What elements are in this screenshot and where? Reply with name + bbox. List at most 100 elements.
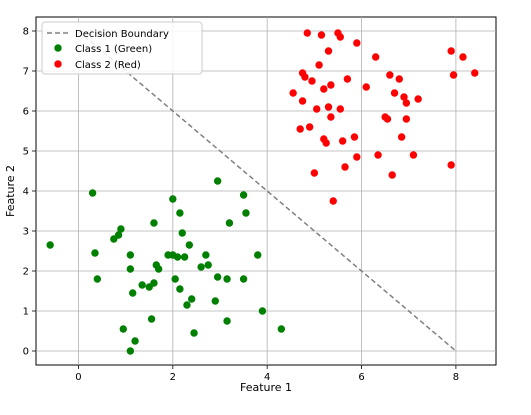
data-points-layer <box>46 29 479 355</box>
class-2-point <box>296 125 304 133</box>
class-1-point <box>138 281 146 289</box>
class-1-point <box>171 275 179 283</box>
class-1-point <box>187 295 196 303</box>
class-2-point <box>310 169 319 177</box>
class-2-point <box>409 151 418 159</box>
class-2-point <box>301 73 309 81</box>
y-tick-label: 4 <box>23 187 29 198</box>
class-2-point <box>320 85 328 93</box>
class-2-point <box>341 163 349 171</box>
class-1-point <box>213 177 222 185</box>
class-2-point <box>327 113 335 121</box>
class-2-point <box>447 161 455 169</box>
class-1-point <box>258 307 267 315</box>
x-tick-label: 8 <box>453 372 459 383</box>
class-2-point <box>371 53 380 61</box>
class-2-point <box>298 97 307 105</box>
class-2-point <box>383 115 392 123</box>
x-tick-label: 0 <box>75 372 81 383</box>
class-1-point <box>190 329 198 337</box>
legend-class-1-swatch <box>54 44 62 52</box>
class-1-point <box>46 241 54 249</box>
legend-box <box>41 21 203 75</box>
class-1-point <box>129 289 137 297</box>
class-2-point <box>336 105 345 113</box>
y-tick-label: 3 <box>23 227 29 238</box>
class-2-point <box>362 83 370 91</box>
class-1-point <box>91 249 99 257</box>
y-tick-label: 1 <box>23 307 29 318</box>
class-1-point <box>178 229 186 237</box>
class-2-point <box>327 81 335 89</box>
class-2-point <box>386 71 394 79</box>
y-tick-label: 8 <box>23 27 29 38</box>
decision-boundary-layer <box>77 30 457 352</box>
class-2-point <box>374 151 382 159</box>
class-1-point <box>169 195 177 203</box>
x-tick-label: 2 <box>170 372 176 383</box>
class-1-point <box>254 251 262 259</box>
class-1-point <box>197 263 205 271</box>
class-2-point <box>449 71 458 79</box>
class-2-point <box>313 105 321 113</box>
class-2-point <box>343 75 352 83</box>
class-1-point <box>147 315 156 323</box>
class-1-point <box>176 209 184 217</box>
y-tick-label: 7 <box>23 67 29 78</box>
class-1-point <box>213 273 222 281</box>
class-1-point <box>277 325 286 333</box>
class-2-point <box>303 29 311 37</box>
class-1-point <box>131 337 139 345</box>
class-2-point <box>395 75 403 83</box>
class-2-point <box>336 33 345 41</box>
class-1-point <box>202 251 210 259</box>
class-1-point <box>88 189 97 197</box>
legend-class-2-swatch <box>54 60 62 68</box>
class-2-point <box>471 69 479 77</box>
class-2-point <box>289 89 297 97</box>
legend-class-1-label: Class 1 (Green) <box>75 44 152 55</box>
class-2-point <box>324 103 333 111</box>
y-tick-label: 6 <box>23 107 29 118</box>
class-2-point <box>338 137 347 145</box>
class-1-point <box>119 325 127 333</box>
class-2-point <box>305 123 314 131</box>
class-1-point <box>223 317 231 325</box>
class-2-point <box>329 197 337 205</box>
class-2-point <box>397 133 406 141</box>
axis-ticks-layer: 0 2 4 6 8 0 1 2 3 4 5 6 7 8 <box>23 27 459 384</box>
class-2-point <box>308 77 316 85</box>
class-1-point <box>154 265 163 273</box>
class-2-point <box>400 93 408 101</box>
class-1-point <box>126 265 135 273</box>
class-1-point <box>185 241 194 249</box>
class-2-point <box>459 53 467 61</box>
class-2-point <box>317 31 326 39</box>
x-tick-label: 6 <box>358 372 364 383</box>
class-2-point <box>402 99 411 107</box>
class-2-point <box>353 153 361 161</box>
y-axis-label: Feature 2 <box>4 165 17 217</box>
class-2-point <box>402 115 411 123</box>
class-1-point <box>150 279 158 287</box>
class-2-point <box>350 133 359 141</box>
class-1-point <box>239 275 248 283</box>
class-2-point <box>322 139 330 147</box>
class-1-point <box>242 209 250 217</box>
class-2-point <box>324 47 333 55</box>
class-1-point <box>183 301 191 309</box>
class-2-point <box>390 89 399 97</box>
class-1-point <box>126 347 135 355</box>
class-1-point <box>204 261 212 269</box>
class-1-point <box>93 275 102 283</box>
class-1-point <box>114 231 123 239</box>
decision-boundary-line <box>77 30 457 352</box>
y-tick-label: 2 <box>23 267 29 278</box>
class-1-point <box>150 219 158 227</box>
legend: Decision Boundary Class 1 (Green) Class … <box>41 21 203 75</box>
legend-boundary-label: Decision Boundary <box>75 29 169 40</box>
class-2-point <box>388 171 396 179</box>
class-1-point <box>180 253 189 261</box>
class-2-point <box>315 61 323 69</box>
